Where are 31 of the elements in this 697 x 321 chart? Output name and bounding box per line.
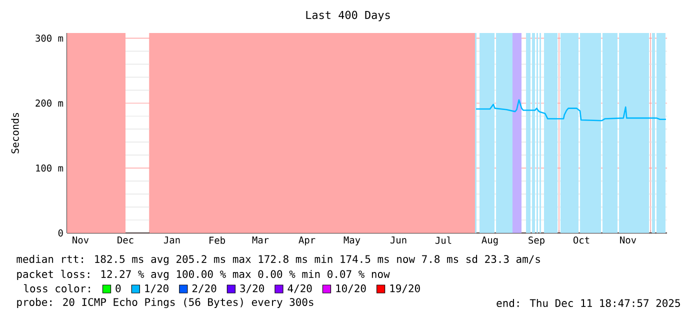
legend-label: 3/20 bbox=[240, 284, 264, 294]
x-tick-label: Sep bbox=[528, 236, 544, 246]
x-tick-label: Aug bbox=[482, 236, 498, 246]
x-tick-label: Dec bbox=[118, 236, 134, 244]
x-tick-label: Jan bbox=[164, 236, 180, 244]
y-tick-label: 100 m bbox=[36, 164, 64, 172]
x-tick-label: Feb bbox=[210, 236, 225, 244]
x-tick-label: Jun bbox=[390, 236, 406, 244]
y-tick-label: 200 m bbox=[36, 100, 64, 107]
legend-label: 10/20 bbox=[336, 284, 366, 294]
text: probe: 20 ICMP Echo Pings (56 Bytes) every 300s bbox=[17, 298, 314, 308]
legend-label: 0 bbox=[116, 284, 121, 292]
legend-title: loss color: bbox=[24, 284, 90, 292]
legend-label: 4/20 bbox=[288, 284, 312, 294]
x-tick-label: Nov bbox=[72, 236, 89, 244]
text: packet loss: 12.27 % avg 100.00 % max 0.00 % min 0.07 % now bbox=[17, 270, 390, 280]
legend-label: 19/20 bbox=[390, 284, 420, 294]
text: end: Thu Dec 11 18:47:57 2025 bbox=[496, 298, 680, 308]
y-tick-label: 300 m bbox=[36, 34, 64, 42]
legend-label: 2/20 bbox=[192, 284, 216, 294]
x-tick-label: Nov bbox=[620, 236, 636, 244]
y-axis-title: Seconds bbox=[11, 112, 19, 154]
x-tick-label: Mar bbox=[252, 236, 269, 244]
chart-title: Last 400 Days bbox=[306, 10, 390, 22]
legend-label: 1/20 bbox=[145, 284, 168, 294]
text: median rtt: 182.5 ms avg 205.2 ms max 172.8 ms min 174.5 ms now 7.8 ms sd 23.3 am/s bbox=[16, 254, 540, 266]
x-tick-label: May bbox=[344, 236, 360, 246]
x-tick-label: Jul bbox=[435, 236, 452, 244]
y-tick-label: 0 bbox=[58, 229, 63, 237]
x-tick-label: Oct bbox=[574, 236, 590, 244]
x-tick-label: Apr bbox=[298, 236, 316, 246]
